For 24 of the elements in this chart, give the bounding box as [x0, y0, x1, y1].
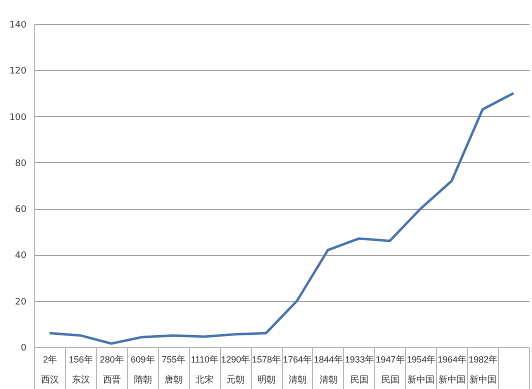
- x-tick-label: 156年东汉: [68, 354, 93, 384]
- x-tick-label: 1578年明朝: [252, 354, 282, 384]
- x-tick-label: 755年唐朝: [162, 354, 186, 384]
- x-tick-label: 1844年清朝: [314, 354, 343, 384]
- x-tick-label: 1954年新中国: [406, 354, 436, 384]
- y-tick-label: 120: [9, 66, 27, 77]
- y-tick-label: 40: [15, 251, 27, 262]
- x-tick-label: 280年西晋: [100, 354, 124, 384]
- y-tick-label: 0: [20, 344, 27, 354]
- x-tick-label: 1290年元朝: [221, 354, 250, 384]
- x-tick-label: 1110年北宋: [190, 354, 218, 384]
- line-series: [48, 92, 515, 345]
- y-tick-label: 20: [15, 297, 27, 308]
- y-tick-label: 100: [9, 112, 27, 123]
- x-tick-label: 1933年民国: [344, 354, 374, 384]
- x-tick-label: 1947年民国: [376, 354, 405, 384]
- x-tick-label: 1764年清朝: [282, 354, 312, 384]
- y-tick-label: 80: [15, 158, 27, 169]
- y-tick-label: 140: [9, 20, 27, 30]
- x-tick-label: 1982年新中国: [468, 354, 498, 384]
- x-tick-label: 2年西汉: [40, 354, 59, 384]
- x-tick-label: 1964年新中国: [438, 354, 467, 384]
- x-tick-label: 609年隋朝: [130, 354, 155, 384]
- y-tick-label: 60: [15, 205, 27, 216]
